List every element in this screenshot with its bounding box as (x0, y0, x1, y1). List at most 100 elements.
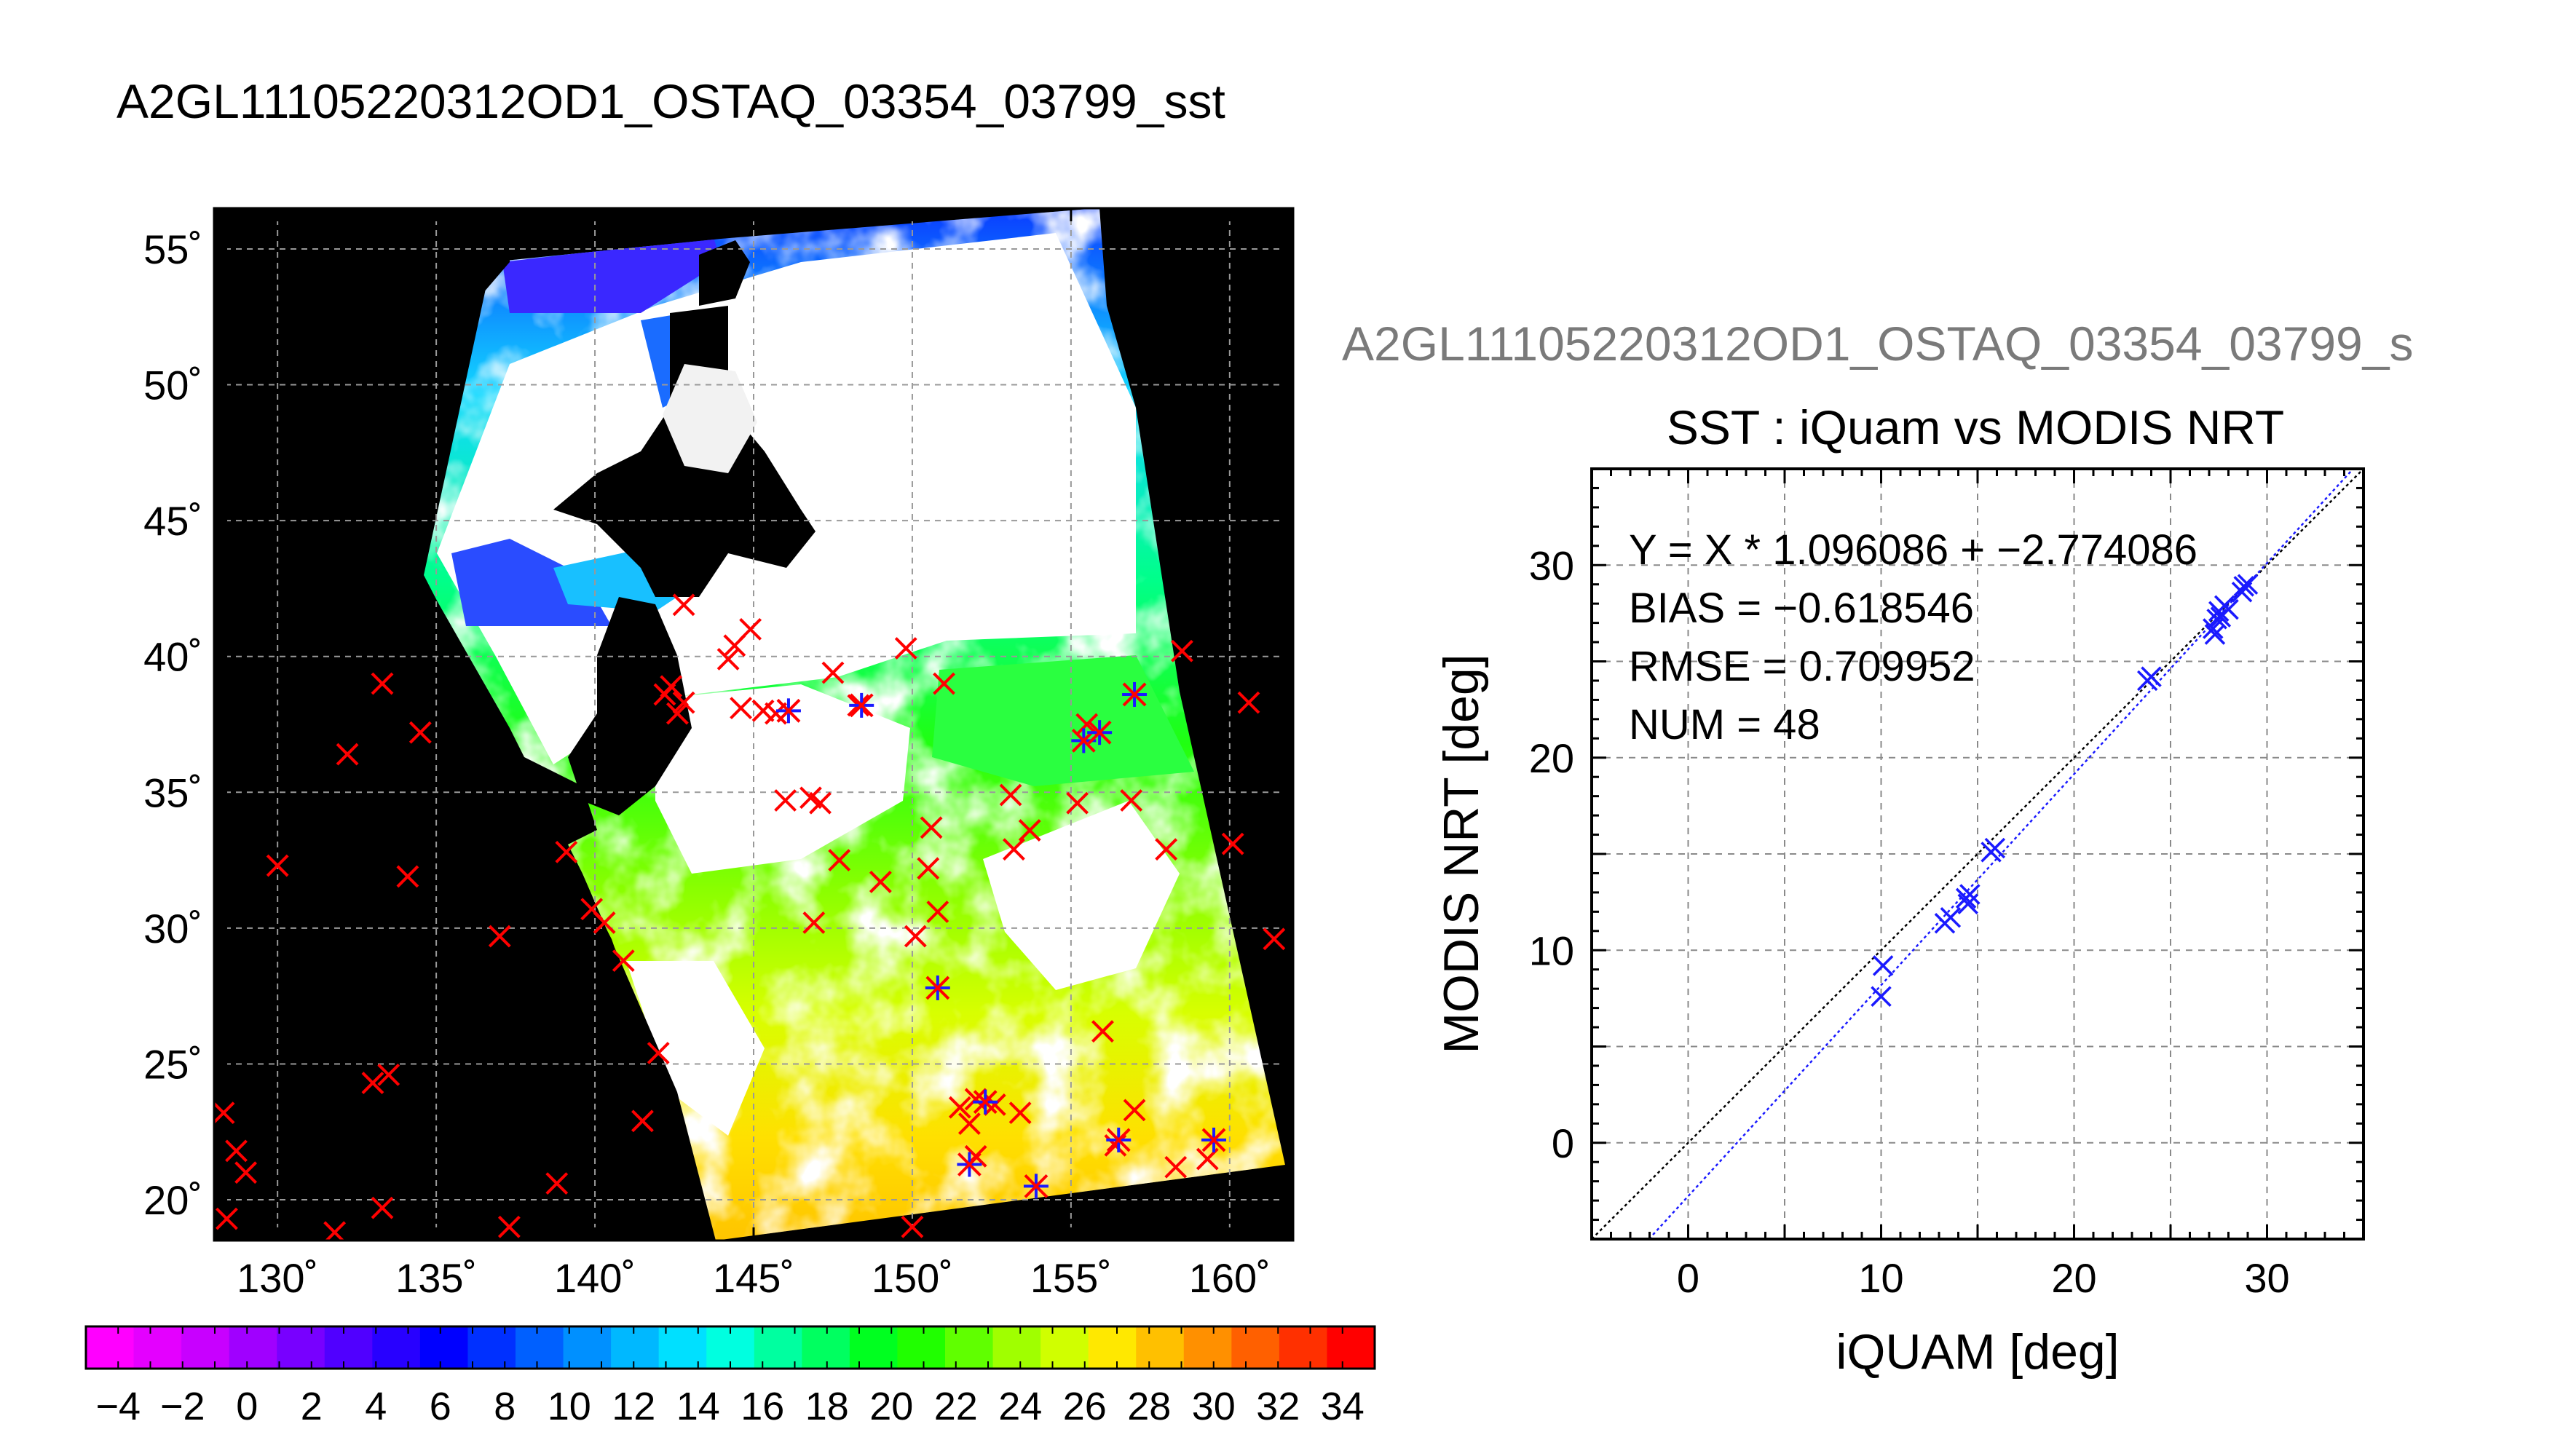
scatter-y-tick-labels: 0 10 20 30 (1529, 542, 1574, 1166)
map-grid (214, 208, 1293, 1241)
scatter-point (2237, 574, 2259, 595)
map-marker-red-x-stroke (869, 871, 892, 893)
map-lon-tick-label: 130˚ (237, 1255, 318, 1301)
map-marker-red-x (488, 925, 511, 948)
star-stroke (1106, 1128, 1131, 1152)
colorbar-cell (1231, 1326, 1280, 1369)
colorbar-cell (86, 1326, 135, 1369)
scatter-ticks (1590, 467, 2365, 1241)
map-marker-red-x-stroke (1003, 838, 1025, 861)
map-marker-red-x (672, 691, 695, 714)
colorbar-tick-label: 16 (741, 1385, 784, 1428)
map-marker-red-x-stroke (377, 1063, 400, 1086)
colorbar-cell (802, 1326, 850, 1369)
scatter-points (1871, 574, 2259, 1007)
map-marker-red-x (323, 1221, 347, 1241)
map-marker-red-x-stroke (739, 617, 762, 641)
map-marker-red-x-stroke (983, 1093, 1006, 1116)
map-marker-red-x-stroke (371, 1196, 394, 1219)
scatter-y-tick-label: 0 (1552, 1120, 1574, 1166)
stats-bias: BIAS = −0.618546 (1629, 585, 1974, 632)
map-marker-red-x-stroke (1008, 1101, 1032, 1125)
map-marker-red-x (396, 865, 419, 888)
map-marker-red-x (920, 816, 943, 839)
scatter-point (2210, 606, 2232, 628)
colorbar-cell (419, 1326, 469, 1369)
map-marker-red-x (593, 911, 616, 934)
map-marker-red-x-stroke (647, 1042, 670, 1064)
map-marker-red-x (612, 949, 635, 973)
map-lat-tick-label: 25˚ (143, 1041, 202, 1087)
star-stroke (957, 1152, 982, 1176)
map-marker-red-x-stroke (672, 691, 695, 714)
map-marker-red-x-stroke (1221, 832, 1244, 855)
map-marker-red-x (1237, 691, 1260, 714)
map-marker-red-x (894, 637, 917, 660)
colorbar-cell (563, 1326, 612, 1369)
colorbar-cell (133, 1326, 182, 1369)
colorbar-tick-label: 4 (365, 1385, 387, 1428)
colorbar-cell (1183, 1326, 1232, 1369)
map-marker-red-x (631, 1109, 654, 1133)
colorbar-tick-label: 14 (676, 1385, 720, 1428)
map-marker-red-x (716, 648, 740, 670)
map-marker-red-x (1123, 1099, 1146, 1122)
scatter-plot: A2GL11105220312OD1_OSTAQ_03354_03799_s S… (1342, 317, 2413, 1380)
map-marker-red-x (802, 911, 826, 934)
map-marker-red-x (901, 1215, 924, 1238)
colorbar: −4 −2 0 2 4 6 8 10 12 14 16 18 20 22 24 26 28 30 32 34 (84, 1325, 1376, 1428)
map-lon-tick-label: 155˚ (1030, 1255, 1112, 1301)
map-marker-red-x-stroke (1237, 691, 1260, 714)
map-marker-red-x (821, 661, 845, 684)
map-marker-red-x-stroke (957, 1112, 981, 1135)
map-marker-red-x-stroke (660, 675, 683, 698)
scatter-point-stroke (1871, 986, 1892, 1007)
map-marker-blue-star (1122, 681, 1148, 707)
map-marker-red-x-stroke (408, 721, 432, 744)
map-marker-red-x-stroke (926, 901, 949, 923)
map-marker-red-x-stroke (920, 816, 943, 839)
scatter-point-stroke (1940, 907, 1962, 928)
map-marker-red-x-stroke (1091, 1020, 1114, 1043)
star-stroke (1122, 682, 1147, 707)
map-marker-red-x-stroke (1066, 791, 1089, 815)
scatter-x-tick-label: 10 (1858, 1255, 1903, 1301)
scatter-point (2141, 666, 2162, 687)
colorbar-cell (516, 1326, 564, 1369)
map-lon-tick-label: 160˚ (1189, 1255, 1271, 1301)
scatter-point (1940, 907, 1962, 928)
colorbar-tick-label: 28 (1127, 1385, 1171, 1428)
map-marker-red-x-stroke (488, 925, 511, 948)
map-marker-red-x-stroke (828, 849, 851, 871)
scatter-point-stroke (2141, 666, 2162, 687)
colorbar-cell (1040, 1326, 1089, 1369)
map-marker-red-x-stroke (999, 783, 1022, 807)
map-marker-red-x (266, 854, 289, 877)
map-marker-red-x (1008, 1101, 1032, 1125)
star-stroke (925, 976, 950, 1000)
map-marker-red-x-stroke (545, 1172, 569, 1195)
map-marker-red-x-stroke (799, 786, 822, 810)
map-marker-red-x-stroke (371, 672, 394, 695)
colorbar-tick-label: 8 (494, 1385, 516, 1428)
scatter-grid (1592, 469, 2364, 1239)
map-marker-red-x-stroke (396, 865, 419, 888)
map-marker-red-x (999, 783, 1022, 807)
scatter-point-stroke (2206, 609, 2227, 630)
colorbar-tick-label: 6 (430, 1385, 451, 1428)
map-marker-red-x-stroke (901, 1215, 924, 1238)
map-marker-red-x (214, 1101, 235, 1125)
scatter-y-tick-label: 20 (1529, 735, 1574, 781)
map-marker-red-x-stroke (1120, 789, 1143, 812)
map-lon-tick-label: 150˚ (872, 1255, 953, 1301)
map-lat-tick-label: 55˚ (143, 226, 202, 272)
scatter-xlabel: iQUAM [deg] (1836, 1324, 2119, 1380)
map-marker-red-x-stroke (1018, 819, 1041, 842)
map-marker-red-x-stroke (716, 648, 740, 670)
map-marker-red-x-stroke (214, 1101, 235, 1125)
scatter-title: SST : iQuam vs MODIS NRT (1667, 400, 2284, 454)
scatter-point (1984, 837, 2006, 859)
map-marker-red-x (730, 697, 752, 720)
scatter-point (2204, 624, 2226, 645)
map-marker-red-x (1003, 838, 1025, 861)
